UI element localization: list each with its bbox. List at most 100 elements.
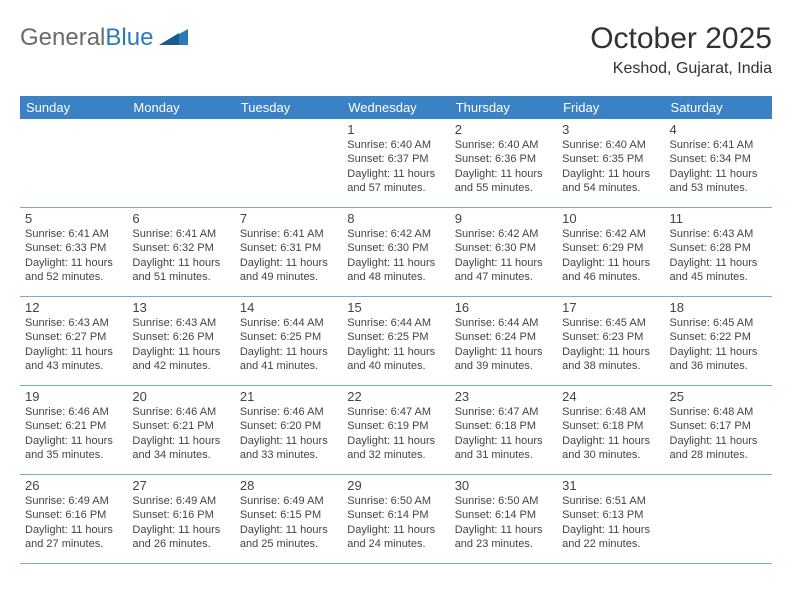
date-number: 20 bbox=[132, 389, 229, 404]
daylight-line: Daylight: 11 hours and 57 minutes. bbox=[347, 167, 444, 196]
day-cell: 16Sunrise: 6:44 AMSunset: 6:24 PMDayligh… bbox=[450, 297, 557, 385]
sunrise-line: Sunrise: 6:40 AM bbox=[562, 138, 659, 152]
daylight-line: Daylight: 11 hours and 38 minutes. bbox=[562, 345, 659, 374]
sunset-line: Sunset: 6:14 PM bbox=[347, 508, 444, 522]
sunset-line: Sunset: 6:18 PM bbox=[562, 419, 659, 433]
sunrise-line: Sunrise: 6:42 AM bbox=[562, 227, 659, 241]
daylight-line: Daylight: 11 hours and 23 minutes. bbox=[455, 523, 552, 552]
day-cell: 8Sunrise: 6:42 AMSunset: 6:30 PMDaylight… bbox=[342, 208, 449, 296]
daylight-line: Daylight: 11 hours and 48 minutes. bbox=[347, 256, 444, 285]
day-cell bbox=[235, 119, 342, 207]
date-number: 11 bbox=[670, 211, 767, 226]
location: Keshod, Gujarat, India bbox=[590, 60, 772, 78]
date-number: 16 bbox=[455, 300, 552, 315]
week-row: 5Sunrise: 6:41 AMSunset: 6:33 PMDaylight… bbox=[20, 208, 772, 297]
sunrise-line: Sunrise: 6:50 AM bbox=[347, 494, 444, 508]
date-number: 28 bbox=[240, 478, 337, 493]
day-cell: 29Sunrise: 6:50 AMSunset: 6:14 PMDayligh… bbox=[342, 475, 449, 563]
date-number: 19 bbox=[25, 389, 122, 404]
daylight-line: Daylight: 11 hours and 49 minutes. bbox=[240, 256, 337, 285]
sunset-line: Sunset: 6:23 PM bbox=[562, 330, 659, 344]
sunset-line: Sunset: 6:35 PM bbox=[562, 152, 659, 166]
weeks-container: 1Sunrise: 6:40 AMSunset: 6:37 PMDaylight… bbox=[20, 119, 772, 564]
sunset-line: Sunset: 6:19 PM bbox=[347, 419, 444, 433]
date-number: 23 bbox=[455, 389, 552, 404]
date-number: 2 bbox=[455, 122, 552, 137]
day-cell: 14Sunrise: 6:44 AMSunset: 6:25 PMDayligh… bbox=[235, 297, 342, 385]
day-cell: 13Sunrise: 6:43 AMSunset: 6:26 PMDayligh… bbox=[127, 297, 234, 385]
sunrise-line: Sunrise: 6:42 AM bbox=[455, 227, 552, 241]
brand-logo: GeneralBlue bbox=[20, 24, 189, 52]
daylight-line: Daylight: 11 hours and 30 minutes. bbox=[562, 434, 659, 463]
sunrise-line: Sunrise: 6:46 AM bbox=[132, 405, 229, 419]
sunset-line: Sunset: 6:29 PM bbox=[562, 241, 659, 255]
daylight-line: Daylight: 11 hours and 40 minutes. bbox=[347, 345, 444, 374]
date-number: 8 bbox=[347, 211, 444, 226]
sunset-line: Sunset: 6:30 PM bbox=[347, 241, 444, 255]
week-row: 12Sunrise: 6:43 AMSunset: 6:27 PMDayligh… bbox=[20, 297, 772, 386]
day-cell: 21Sunrise: 6:46 AMSunset: 6:20 PMDayligh… bbox=[235, 386, 342, 474]
sunrise-line: Sunrise: 6:46 AM bbox=[240, 405, 337, 419]
sunrise-line: Sunrise: 6:43 AM bbox=[132, 316, 229, 330]
date-number: 3 bbox=[562, 122, 659, 137]
sunrise-line: Sunrise: 6:48 AM bbox=[562, 405, 659, 419]
sunset-line: Sunset: 6:25 PM bbox=[347, 330, 444, 344]
logo-triangle-icon bbox=[159, 28, 189, 51]
day-cell: 10Sunrise: 6:42 AMSunset: 6:29 PMDayligh… bbox=[557, 208, 664, 296]
date-number: 1 bbox=[347, 122, 444, 137]
day-cell: 27Sunrise: 6:49 AMSunset: 6:16 PMDayligh… bbox=[127, 475, 234, 563]
sunrise-line: Sunrise: 6:50 AM bbox=[455, 494, 552, 508]
sunrise-line: Sunrise: 6:40 AM bbox=[455, 138, 552, 152]
daylight-line: Daylight: 11 hours and 22 minutes. bbox=[562, 523, 659, 552]
day-cell: 11Sunrise: 6:43 AMSunset: 6:28 PMDayligh… bbox=[665, 208, 772, 296]
day-cell: 9Sunrise: 6:42 AMSunset: 6:30 PMDaylight… bbox=[450, 208, 557, 296]
sunrise-line: Sunrise: 6:43 AM bbox=[25, 316, 122, 330]
sunrise-line: Sunrise: 6:41 AM bbox=[25, 227, 122, 241]
date-number: 9 bbox=[455, 211, 552, 226]
sunrise-line: Sunrise: 6:44 AM bbox=[455, 316, 552, 330]
weekday-label: Wednesday bbox=[342, 96, 449, 119]
sunrise-line: Sunrise: 6:47 AM bbox=[347, 405, 444, 419]
day-cell: 4Sunrise: 6:41 AMSunset: 6:34 PMDaylight… bbox=[665, 119, 772, 207]
date-number: 30 bbox=[455, 478, 552, 493]
sunset-line: Sunset: 6:26 PM bbox=[132, 330, 229, 344]
date-number: 29 bbox=[347, 478, 444, 493]
daylight-line: Daylight: 11 hours and 25 minutes. bbox=[240, 523, 337, 552]
sunset-line: Sunset: 6:31 PM bbox=[240, 241, 337, 255]
day-cell bbox=[127, 119, 234, 207]
week-row: 19Sunrise: 6:46 AMSunset: 6:21 PMDayligh… bbox=[20, 386, 772, 475]
daylight-line: Daylight: 11 hours and 33 minutes. bbox=[240, 434, 337, 463]
weekday-label: Tuesday bbox=[235, 96, 342, 119]
sunrise-line: Sunrise: 6:45 AM bbox=[562, 316, 659, 330]
daylight-line: Daylight: 11 hours and 32 minutes. bbox=[347, 434, 444, 463]
daylight-line: Daylight: 11 hours and 24 minutes. bbox=[347, 523, 444, 552]
day-cell: 25Sunrise: 6:48 AMSunset: 6:17 PMDayligh… bbox=[665, 386, 772, 474]
sunset-line: Sunset: 6:37 PM bbox=[347, 152, 444, 166]
date-number: 4 bbox=[670, 122, 767, 137]
daylight-line: Daylight: 11 hours and 42 minutes. bbox=[132, 345, 229, 374]
sunrise-line: Sunrise: 6:42 AM bbox=[347, 227, 444, 241]
daylight-line: Daylight: 11 hours and 43 minutes. bbox=[25, 345, 122, 374]
daylight-line: Daylight: 11 hours and 41 minutes. bbox=[240, 345, 337, 374]
day-cell: 24Sunrise: 6:48 AMSunset: 6:18 PMDayligh… bbox=[557, 386, 664, 474]
sunset-line: Sunset: 6:24 PM bbox=[455, 330, 552, 344]
day-cell: 22Sunrise: 6:47 AMSunset: 6:19 PMDayligh… bbox=[342, 386, 449, 474]
weekday-label: Monday bbox=[127, 96, 234, 119]
day-cell: 1Sunrise: 6:40 AMSunset: 6:37 PMDaylight… bbox=[342, 119, 449, 207]
day-cell: 5Sunrise: 6:41 AMSunset: 6:33 PMDaylight… bbox=[20, 208, 127, 296]
date-number: 31 bbox=[562, 478, 659, 493]
sunrise-line: Sunrise: 6:44 AM bbox=[347, 316, 444, 330]
day-cell: 3Sunrise: 6:40 AMSunset: 6:35 PMDaylight… bbox=[557, 119, 664, 207]
brand-part1: General bbox=[20, 24, 105, 51]
day-cell: 30Sunrise: 6:50 AMSunset: 6:14 PMDayligh… bbox=[450, 475, 557, 563]
date-number: 15 bbox=[347, 300, 444, 315]
sunset-line: Sunset: 6:22 PM bbox=[670, 330, 767, 344]
sunset-line: Sunset: 6:36 PM bbox=[455, 152, 552, 166]
date-number: 18 bbox=[670, 300, 767, 315]
daylight-line: Daylight: 11 hours and 36 minutes. bbox=[670, 345, 767, 374]
daylight-line: Daylight: 11 hours and 31 minutes. bbox=[455, 434, 552, 463]
weekday-label: Friday bbox=[557, 96, 664, 119]
day-cell: 7Sunrise: 6:41 AMSunset: 6:31 PMDaylight… bbox=[235, 208, 342, 296]
sunrise-line: Sunrise: 6:49 AM bbox=[25, 494, 122, 508]
daylight-line: Daylight: 11 hours and 39 minutes. bbox=[455, 345, 552, 374]
